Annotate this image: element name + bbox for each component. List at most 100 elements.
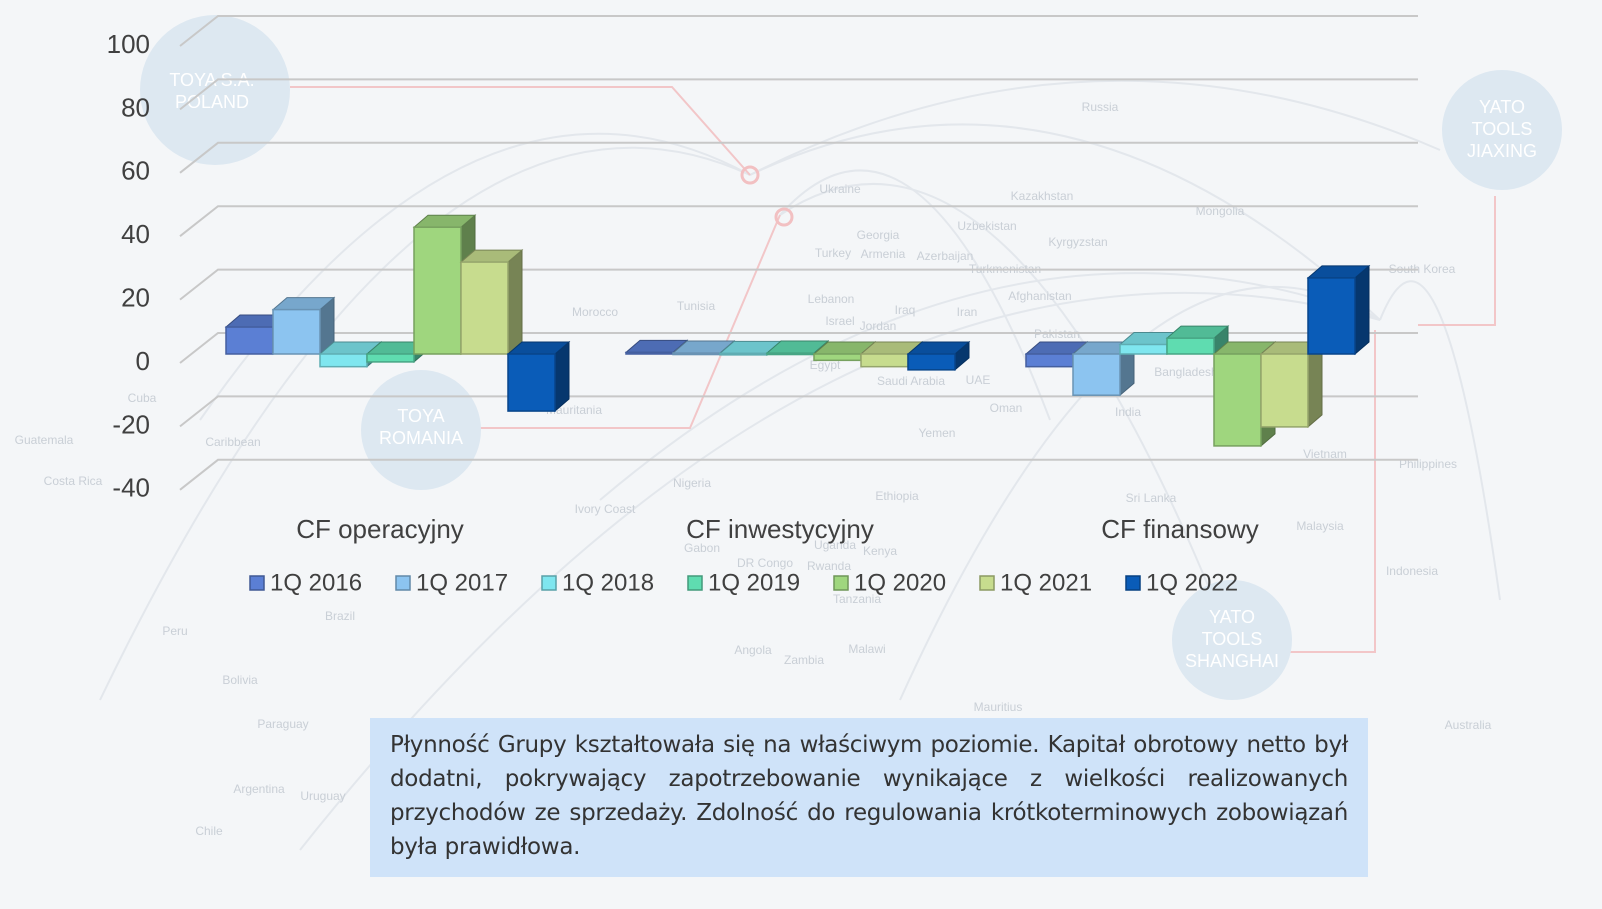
map-route <box>599 272 1381 501</box>
bar-side <box>507 248 523 356</box>
legend-label: 1Q 2017 <box>416 569 508 596</box>
map-label: Uzbekistan <box>957 219 1016 233</box>
bar <box>719 352 768 356</box>
bar <box>413 226 462 355</box>
map-label: Iran <box>957 305 978 319</box>
office-label: YATO TOOLS JIAXING <box>1467 97 1537 161</box>
y-tick-label: 0 <box>136 346 150 376</box>
map-label: Ukraine <box>819 182 861 196</box>
map-label: Tunisia <box>677 299 716 313</box>
bar <box>672 352 721 356</box>
y-tick-label: -40 <box>112 473 150 503</box>
x-tick-label: CF operacyjny <box>296 514 464 544</box>
map-label: Israel <box>825 314 854 328</box>
map-route <box>749 79 1441 176</box>
office-label: TOYA ROMANIA <box>379 406 463 448</box>
map-label: Armenia <box>861 247 906 261</box>
map-label: Uruguay <box>300 789 345 803</box>
bar-3d <box>1071 340 1136 397</box>
bar <box>460 261 509 355</box>
map-label: Azerbaijan <box>917 249 974 263</box>
map-label: DR Congo <box>737 556 793 570</box>
bar-3d <box>459 248 524 356</box>
map-label: Morocco <box>572 305 618 319</box>
map-node <box>740 165 760 185</box>
map-label: Brazil <box>325 609 355 623</box>
map-label: Angola <box>734 643 772 657</box>
map-label: Guatemala <box>15 433 74 447</box>
office-label: TOYA S.A. POLAND <box>169 70 254 112</box>
legend-swatch <box>979 575 995 591</box>
map-label: Ethiopia <box>875 489 919 503</box>
map-label: Cuba <box>128 391 157 405</box>
map-label: Kyrgyzstan <box>1048 235 1107 249</box>
map-route <box>299 291 1381 851</box>
legend-label: 1Q 2021 <box>1000 569 1092 596</box>
map-label: Australia <box>1445 718 1492 732</box>
office-circle <box>140 15 290 165</box>
bar <box>907 353 956 371</box>
map-label: Vietnam <box>1303 447 1347 461</box>
map-label: Indonesia <box>1386 564 1438 578</box>
map-label: Rwanda <box>807 559 851 573</box>
map-label: Costa Rica <box>44 474 103 488</box>
map-label: Pakistan <box>1034 327 1080 341</box>
map-label: Georgia <box>857 228 900 242</box>
legend-label: 1Q 2020 <box>854 569 946 596</box>
grid-line <box>179 395 1418 428</box>
bar <box>625 351 674 355</box>
map-label: Mongolia <box>1196 204 1245 218</box>
legend-label: 1Q 2022 <box>1146 569 1238 596</box>
map-label: Saudi Arabia <box>877 374 945 388</box>
map-label: Oman <box>990 401 1023 415</box>
map-label: Kenya <box>863 544 897 558</box>
bar-3d <box>906 340 971 371</box>
legend-swatch <box>687 575 703 591</box>
map-label: Kazakhstan <box>1011 189 1074 203</box>
bar-3d <box>1165 325 1230 356</box>
office-label: YATO TOOLS SHANGHAI <box>1185 607 1279 671</box>
map-label: Malaysia <box>1296 519 1344 533</box>
office-circle <box>1442 70 1562 190</box>
bar <box>225 326 274 355</box>
map-label: Bolivia <box>222 673 258 687</box>
grid-line <box>179 141 1418 174</box>
map-label: India <box>1115 405 1141 419</box>
bar-3d <box>1212 340 1277 448</box>
grid-line <box>179 78 1418 111</box>
map-label: Tanzania <box>833 592 881 606</box>
map-label: Egypt <box>810 358 841 372</box>
office-circle <box>1172 580 1292 700</box>
legend-swatch <box>541 575 557 591</box>
legend-swatch <box>833 575 849 591</box>
bar-side <box>1354 264 1370 356</box>
legend-swatch <box>1125 575 1141 591</box>
map-label: Paraguay <box>257 717 308 731</box>
grid-line <box>179 268 1418 301</box>
bar <box>1166 337 1215 355</box>
bar <box>766 352 815 356</box>
x-tick-label: CF finansowy <box>1101 514 1259 544</box>
y-tick-label: 20 <box>121 282 150 312</box>
map-label: Caribbean <box>205 435 260 449</box>
map-label: Zambia <box>784 653 824 667</box>
legend-label: 1Q 2018 <box>562 569 654 596</box>
bar-3d <box>1306 264 1371 356</box>
legend-label: 1Q 2016 <box>270 569 362 596</box>
summary-text: Płynność Grupy kształtowała się na właśc… <box>370 718 1368 877</box>
map-route <box>779 169 1051 421</box>
map-label: South Korea <box>1389 262 1456 276</box>
grid-line <box>179 15 1418 47</box>
map-label: UAE <box>966 373 991 387</box>
map-label: Iraq <box>895 303 916 317</box>
bar <box>319 353 368 368</box>
bar-3d <box>506 340 571 413</box>
y-tick-label: 80 <box>121 92 150 122</box>
map-line <box>290 86 1496 653</box>
y-tick-label: 40 <box>121 219 150 249</box>
map-label: Yemen <box>919 426 956 440</box>
x-tick-label: CF inwestycyjny <box>686 514 874 544</box>
y-tick-label: -20 <box>112 409 150 439</box>
legend-label: 1Q 2019 <box>708 569 800 596</box>
